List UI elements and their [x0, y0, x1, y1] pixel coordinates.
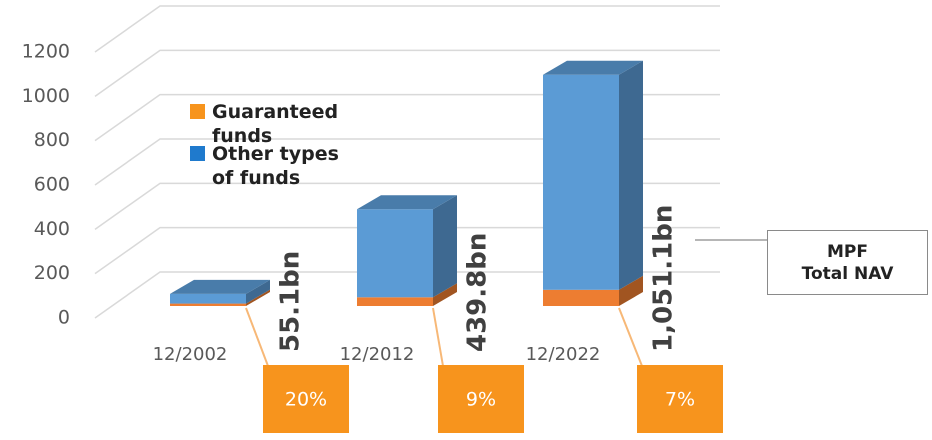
y-tick-label: 0 — [58, 307, 70, 329]
bar-side — [433, 283, 457, 306]
legend-swatch — [190, 104, 205, 119]
x-tick-label: 12/2012 — [340, 344, 415, 365]
bar — [543, 74, 619, 290]
bar-top — [543, 60, 643, 75]
share-box — [263, 365, 349, 433]
bar-top — [357, 195, 457, 210]
y-tick-label: 400 — [34, 218, 70, 240]
legend-swatch — [190, 146, 205, 161]
grid-line — [94, 271, 720, 319]
share-label: 9% — [466, 389, 496, 411]
y-tick-label: 600 — [34, 174, 70, 196]
bar-side — [619, 275, 643, 306]
grid-line — [94, 182, 720, 230]
bar — [357, 297, 433, 306]
grid-line — [94, 93, 720, 142]
share-label: 20% — [285, 389, 327, 411]
total-label: 1,051.1bn — [649, 205, 679, 352]
share-box — [637, 365, 723, 433]
legend-label: Other types of funds — [212, 143, 339, 189]
annotation-box: MPF Total NAV — [767, 230, 928, 295]
grid-line — [94, 138, 720, 186]
leader-line — [432, 307, 444, 367]
x-tick-label: 12/2002 — [153, 344, 228, 365]
share-box — [438, 365, 524, 433]
legend-label: Guaranteed funds — [212, 101, 339, 147]
bar — [357, 209, 433, 298]
bar — [170, 303, 246, 306]
bar — [170, 293, 246, 304]
bar-side — [433, 195, 457, 298]
grid-line — [94, 5, 720, 53]
y-tick-label: 800 — [34, 129, 70, 151]
bar-top — [170, 279, 270, 294]
y-tick-label: 1000 — [22, 85, 70, 107]
share-label: 7% — [665, 389, 695, 411]
bar-side — [246, 289, 270, 306]
grid-line — [94, 49, 720, 97]
leader-line — [245, 307, 269, 367]
bar-side — [619, 60, 643, 290]
total-label: 55.1bn — [276, 251, 306, 352]
y-tick-label: 200 — [34, 262, 70, 284]
x-tick-label: 12/2022 — [526, 344, 601, 365]
leader-line — [618, 307, 643, 367]
total-label: 439.8bn — [463, 233, 493, 352]
grid-line — [94, 226, 720, 275]
y-tick-label: 1200 — [22, 41, 70, 63]
bar-side — [246, 279, 270, 304]
bar — [543, 289, 619, 306]
